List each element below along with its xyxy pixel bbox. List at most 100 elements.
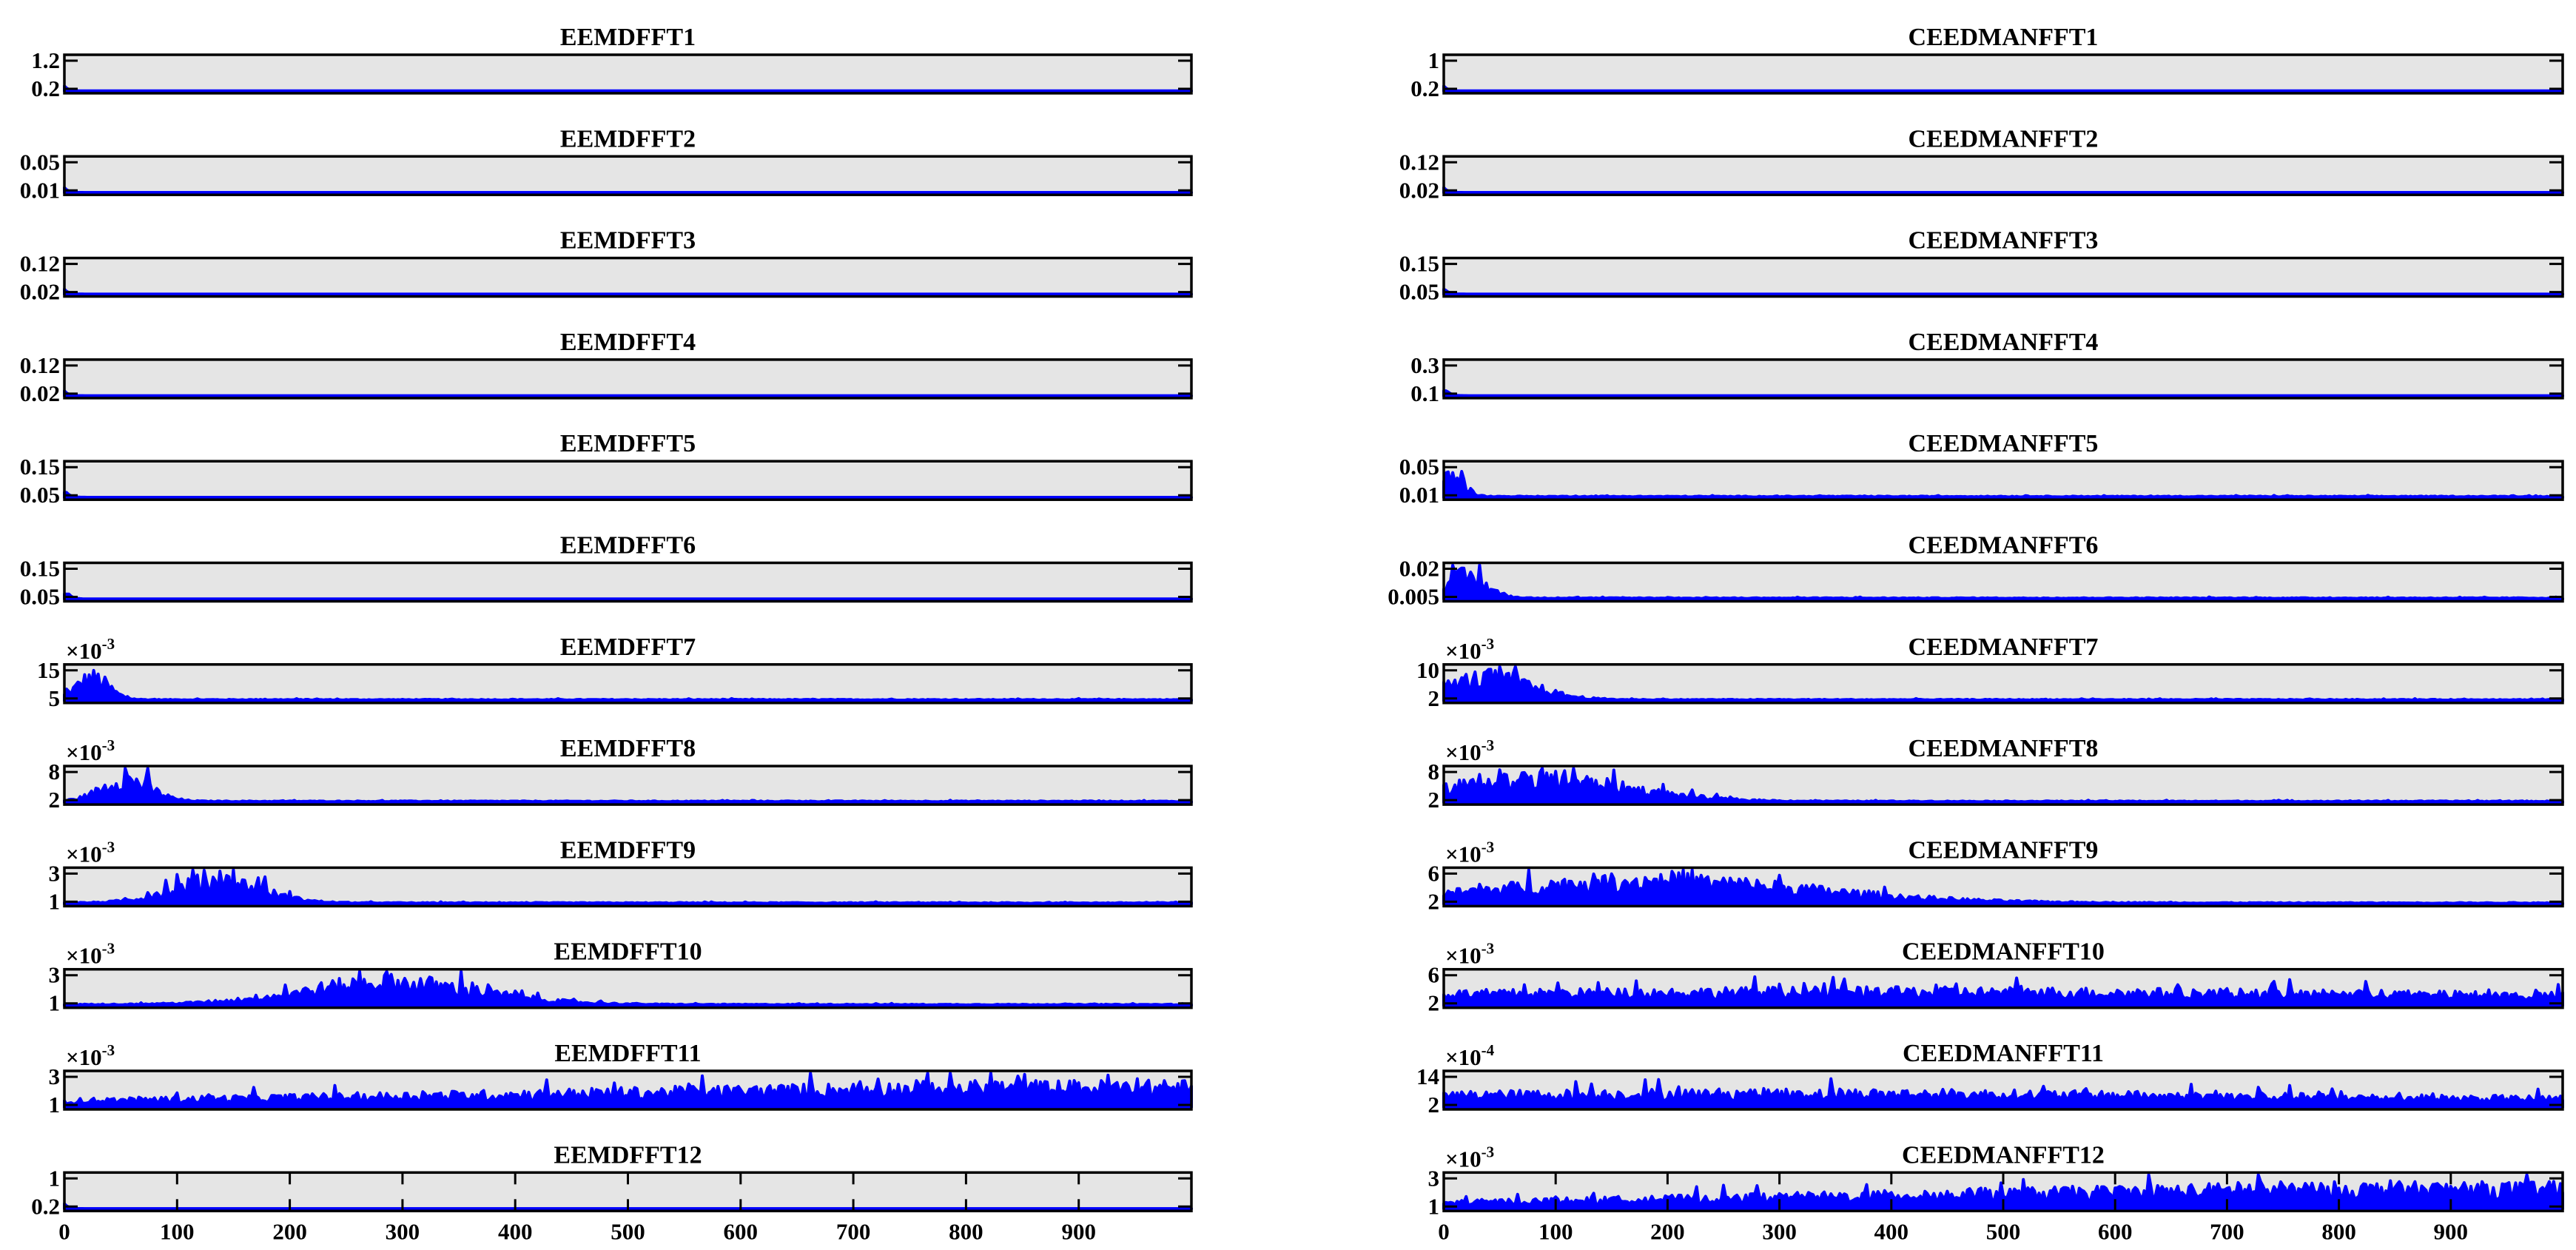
y-tick-label: 0.12 bbox=[20, 352, 60, 378]
panel-frame bbox=[1442, 1069, 2564, 1111]
y-scale-exponent: ×10-3 bbox=[1445, 838, 1494, 867]
x-tick-label: 700 bbox=[836, 1218, 871, 1244]
panel-frame bbox=[63, 866, 1193, 908]
y-tick-label: 1 bbox=[49, 990, 61, 1016]
panel-title: CEEDMANFFT5 bbox=[1909, 430, 2099, 457]
panel-eemdfft6: EEMDFFT6 0.050.15 bbox=[20, 532, 1193, 610]
panel-frame bbox=[1442, 358, 2564, 400]
y-tick-label: 1 bbox=[49, 1165, 61, 1191]
y-scale-exponent: ×10-3 bbox=[1445, 635, 1494, 664]
panel-background bbox=[64, 664, 1191, 703]
panel-title: EEMDFFT9 bbox=[560, 836, 696, 864]
panel-background bbox=[64, 55, 1191, 93]
panel-frame bbox=[63, 155, 1193, 197]
y-tick-label: 1 bbox=[49, 1092, 61, 1118]
y-tick-label: 0.005 bbox=[1388, 584, 1439, 610]
panel-eemdfft9: EEMDFFT9 13×10-3 bbox=[49, 836, 1193, 914]
panel-frame bbox=[1442, 663, 2564, 705]
y-scale-exponent: ×10-4 bbox=[1445, 1041, 1495, 1070]
panel-eemdfft8: EEMDFFT8 2 8×10-3 bbox=[49, 735, 1193, 813]
panel-title: EEMDFFT2 bbox=[560, 125, 696, 152]
y-tick-label: 0.2 bbox=[1410, 75, 1439, 101]
panel-frame bbox=[63, 967, 1193, 1009]
y-tick-label: 0.01 bbox=[20, 177, 60, 203]
y-tick-label: 3 bbox=[49, 860, 61, 886]
panel-title: EEMDFFT12 bbox=[554, 1141, 702, 1169]
y-tick-label: 2 bbox=[1428, 685, 1440, 711]
panel-ceedmanfft12: CEEDMANFFT12 13×10-3 0 100 200 300 400 500 600 70… bbox=[1428, 1141, 2564, 1244]
panel-background bbox=[1444, 258, 2563, 297]
panel-background bbox=[64, 156, 1191, 195]
panel-eemdfft4: EEMDFFT4 0.020.12 bbox=[20, 329, 1193, 406]
panel-frame bbox=[1442, 460, 2564, 501]
panel-background bbox=[1444, 156, 2563, 195]
panel-background bbox=[1444, 461, 2563, 500]
panel-background bbox=[64, 359, 1191, 398]
panel-title: CEEDMANFFT10 bbox=[1902, 938, 2105, 966]
y-tick-label: 1 bbox=[49, 888, 61, 914]
panel-frame bbox=[1442, 866, 2564, 908]
y-tick-label: 0.01 bbox=[1399, 482, 1439, 508]
x-tick-label: 200 bbox=[1650, 1218, 1685, 1244]
x-tick-label: 600 bbox=[2098, 1218, 2133, 1244]
y-tick-label: 0.05 bbox=[20, 149, 60, 175]
y-tick-label: 0.12 bbox=[20, 251, 60, 277]
y-tick-label: 6 bbox=[1428, 860, 1440, 886]
panel-eemdfft5: EEMDFFT5 0.050.15 bbox=[20, 430, 1193, 508]
panel-ceedmanfft11: CEEDMANFFT11 2 14×10-4 bbox=[1416, 1040, 2564, 1118]
x-tick-label: 400 bbox=[498, 1218, 533, 1244]
x-tick-label: 100 bbox=[160, 1218, 195, 1244]
panel-background bbox=[64, 766, 1191, 805]
panel-background bbox=[64, 258, 1191, 297]
y-tick-label: 0.15 bbox=[20, 454, 60, 480]
panel-eemdfft11: EEMDFFT11 1 3×10-3 bbox=[49, 1040, 1193, 1118]
spectrum-line bbox=[1442, 975, 2564, 1007]
x-tick-label: 500 bbox=[1986, 1218, 2021, 1244]
panel-eemdfft3: EEMDFFT3 0.020.12 bbox=[20, 227, 1193, 305]
panel-frame bbox=[1442, 53, 2564, 95]
x-tick-label: 300 bbox=[386, 1218, 420, 1244]
y-tick-label: 2 bbox=[1428, 1092, 1440, 1118]
y-tick-label: 0.05 bbox=[1399, 279, 1439, 305]
panel-background bbox=[1444, 664, 2563, 703]
panel-background bbox=[1444, 55, 2563, 93]
panel-eemdfft7: EEMDFFT7 515×10-3 bbox=[37, 634, 1193, 711]
y-tick-label: 6 bbox=[1428, 962, 1440, 988]
x-tick-label: 600 bbox=[724, 1218, 759, 1244]
panel-title: EEMDFFT10 bbox=[554, 938, 702, 966]
panel-ceedmanfft1: CEEDMANFFT1 0.21 bbox=[1410, 24, 2564, 101]
panel-frame bbox=[63, 561, 1193, 603]
x-tick-label: 700 bbox=[2210, 1218, 2244, 1244]
panel-title: EEMDFFT6 bbox=[560, 532, 696, 560]
x-tick-label: 500 bbox=[611, 1218, 645, 1244]
y-scale-exponent: ×10-3 bbox=[66, 635, 115, 664]
panel-title: EEMDFFT1 bbox=[560, 24, 696, 51]
y-tick-label: 0.02 bbox=[20, 279, 60, 305]
y-tick-label: 0.1 bbox=[1410, 380, 1439, 406]
panel-title: CEEDMANFFT6 bbox=[1909, 532, 2099, 560]
panel-frame bbox=[63, 358, 1193, 400]
y-tick-label: 1 bbox=[1428, 1193, 1440, 1219]
panel-background bbox=[1444, 562, 2563, 602]
panel-frame bbox=[1442, 155, 2564, 197]
panel-ceedmanfft10: CEEDMANFFT10 26×10-3 bbox=[1428, 938, 2564, 1016]
panel-title: EEMDFFT8 bbox=[560, 735, 696, 762]
panel-title: EEMDFFT7 bbox=[560, 634, 696, 661]
y-tick-label: 3 bbox=[1428, 1165, 1440, 1191]
x-tick-label: 900 bbox=[1061, 1218, 1096, 1244]
panel-background bbox=[64, 562, 1191, 602]
panel-eemdfft12: EEMDFFT12 0.21 0 100 200 300 400 500 600 700 800 90… bbox=[31, 1141, 1193, 1244]
y-tick-label: 2 bbox=[1428, 990, 1440, 1016]
y-tick-label: 3 bbox=[49, 1063, 61, 1089]
panel-frame bbox=[1442, 765, 2564, 806]
panel-eemdfft1: EEMDFFT1 0.21.2 bbox=[31, 24, 1193, 101]
panel-frame bbox=[63, 1069, 1193, 1111]
panel-title: CEEDMANFFT4 bbox=[1909, 329, 2099, 356]
y-tick-label: 0.2 bbox=[31, 1193, 60, 1219]
x-tick-label: 0 bbox=[1438, 1218, 1450, 1244]
panel-frame bbox=[63, 53, 1193, 95]
panel-frame bbox=[1442, 561, 2564, 603]
panel-frame bbox=[63, 460, 1193, 501]
y-tick-label: 8 bbox=[1428, 759, 1440, 784]
